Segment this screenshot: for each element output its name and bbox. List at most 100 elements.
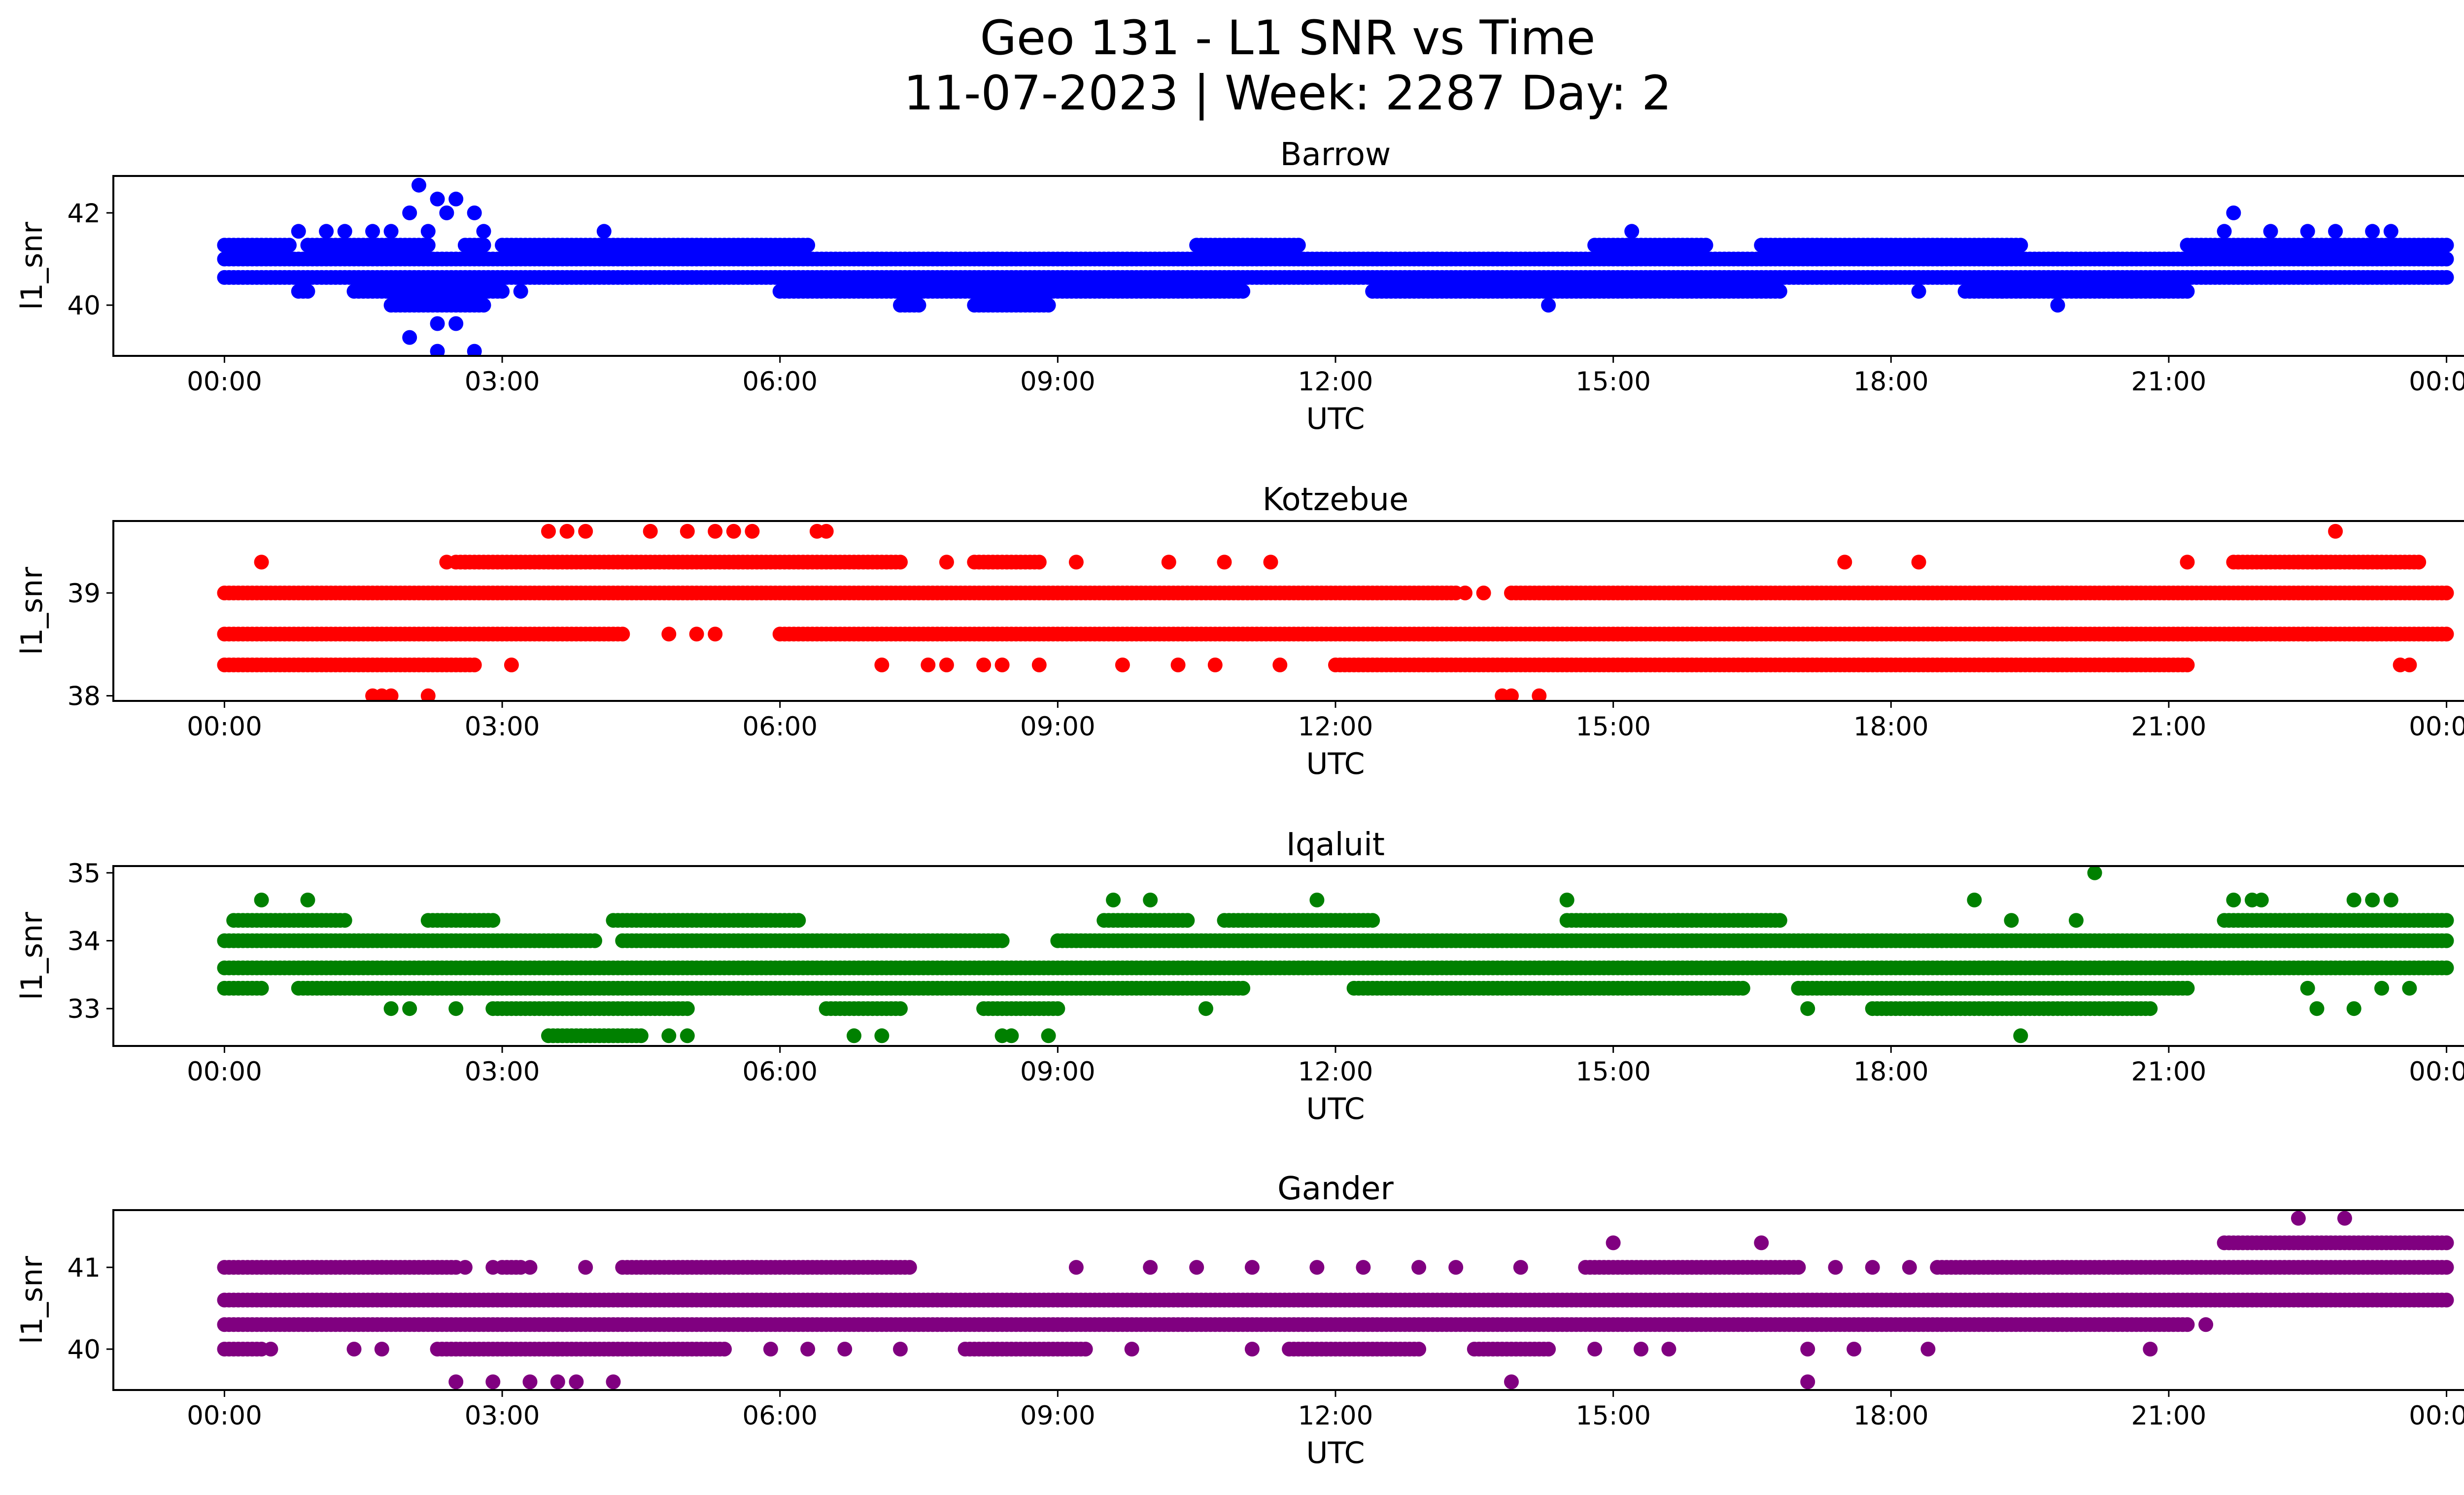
x-tick-label: 09:00 (1020, 367, 1095, 397)
data-point (402, 330, 417, 345)
data-point (2004, 913, 2019, 928)
data-point (402, 1001, 417, 1016)
data-point (448, 1001, 464, 1016)
x-tick-label: 12:00 (1298, 712, 1373, 742)
data-point (1967, 892, 1982, 907)
x-tick-label: 06:00 (742, 712, 818, 742)
panel-title: Kotzebue (1263, 482, 1409, 518)
data-point (661, 626, 677, 642)
data-point (476, 238, 491, 253)
data-point (874, 1028, 890, 1043)
data-point (2439, 238, 2454, 253)
data-point (2180, 555, 2195, 570)
data-point (2180, 658, 2195, 672)
data-point (254, 555, 269, 570)
data-point (2365, 892, 2380, 907)
data-point (2439, 1235, 2454, 1251)
data-point (1263, 555, 1278, 570)
x-axis-label: UTC (1306, 1092, 1365, 1126)
x-tick-label: 03:00 (465, 712, 540, 742)
data-point (1235, 980, 1251, 996)
data-point (1291, 238, 1306, 253)
x-tick-label: 03:00 (465, 1057, 540, 1087)
data-point (2383, 892, 2398, 907)
data-point (1772, 284, 1787, 299)
scatter-points (217, 866, 2454, 1043)
plot-frame (112, 865, 2464, 1047)
data-point (976, 658, 992, 672)
data-point (1800, 1001, 1815, 1016)
data-point (1235, 284, 1251, 299)
data-point (2124, 284, 2139, 299)
data-point (2402, 980, 2417, 996)
data-point (1458, 586, 1472, 600)
data-point (1217, 555, 1232, 570)
data-point (1504, 688, 1519, 701)
figure-title-line2: 11-07-2023 | Week: 2287 Day: 2 (904, 66, 1672, 121)
plot-frame (112, 520, 2464, 702)
x-axis-label: UTC (1306, 402, 1365, 436)
data-point (2180, 284, 2195, 299)
data-point (643, 270, 658, 285)
x-tick-label: 15:00 (1575, 1057, 1651, 1087)
x-tick-label: 03:00 (465, 367, 540, 397)
data-point (1198, 1001, 1213, 1016)
y-axis-label: l1_snr (15, 222, 49, 310)
data-point (745, 523, 760, 539)
data-point (680, 523, 695, 539)
data-point (383, 1001, 399, 1016)
y-tick-label: 39 (68, 579, 101, 609)
data-point (1143, 892, 1158, 907)
data-point (420, 688, 436, 701)
data-point (633, 1028, 649, 1043)
data-point (615, 626, 630, 642)
data-point (559, 523, 575, 539)
data-point (921, 658, 936, 672)
x-tick-label: 00:00 (2409, 712, 2464, 742)
scatter-points (217, 1211, 2454, 1390)
x-tick-label: 18:00 (1853, 1057, 1929, 1087)
data-point (2439, 626, 2454, 642)
data-point (1624, 224, 1640, 239)
data-point (2328, 523, 2343, 539)
scatter-points (217, 523, 2454, 701)
x-tick-label: 15:00 (1575, 712, 1651, 742)
data-point (2300, 224, 2315, 239)
data-point (1309, 892, 1325, 907)
data-point (2300, 980, 2315, 996)
data-point (847, 1028, 861, 1043)
x-tick-label: 00:00 (187, 1057, 262, 1087)
data-point (1476, 586, 1491, 600)
data-point (328, 913, 343, 928)
y-tick-label: 34 (68, 927, 101, 957)
data-point (1541, 298, 1556, 313)
data-point (2013, 238, 2028, 253)
data-point (2365, 224, 2380, 239)
data-point (448, 316, 464, 331)
x-tick-label: 00:00 (2409, 1057, 2464, 1087)
data-point (430, 191, 445, 207)
x-tick-label: 06:00 (742, 367, 818, 397)
data-point (1041, 1028, 1056, 1043)
y-tick-label: 35 (68, 859, 101, 889)
data-point (791, 913, 806, 928)
data-point (383, 688, 399, 701)
data-point (1365, 913, 1380, 928)
data-point (1161, 555, 1176, 570)
data-point (2300, 626, 2315, 642)
data-point (708, 626, 723, 642)
data-point (430, 344, 445, 356)
x-axis-label: UTC (1306, 747, 1365, 781)
data-point (1532, 688, 1547, 701)
data-point (819, 523, 834, 539)
data-point (874, 658, 890, 672)
data-point (337, 224, 352, 239)
data-point (689, 626, 704, 642)
y-axis-label: l1_snr (15, 912, 49, 1000)
panel-title: Iqaluit (1286, 827, 1385, 863)
data-point (587, 933, 602, 948)
